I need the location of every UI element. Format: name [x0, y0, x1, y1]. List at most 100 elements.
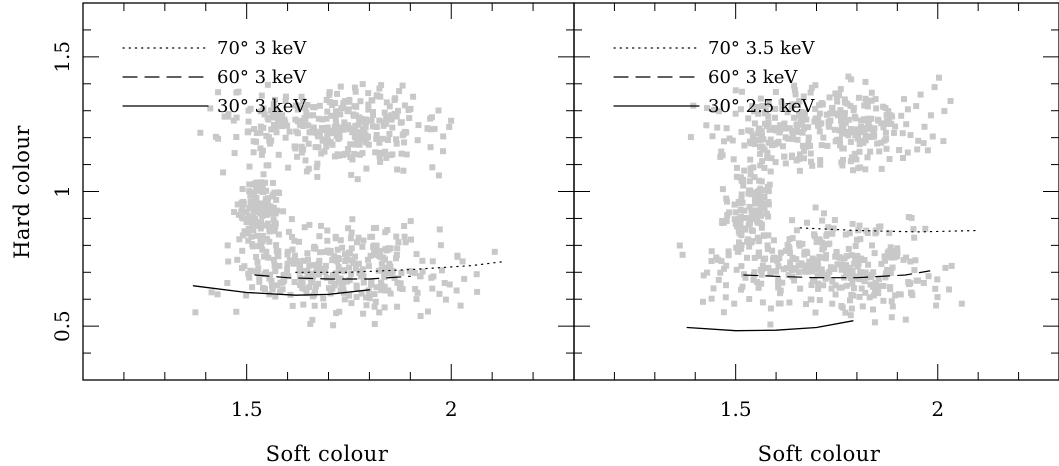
scatter-point [779, 143, 786, 150]
scatter-point [246, 181, 253, 188]
scatter-point [363, 302, 370, 309]
scatter-point [351, 126, 358, 133]
scatter-point [309, 293, 316, 300]
scatter-point [786, 236, 793, 243]
scatter-point [289, 246, 296, 253]
scatter-point [296, 268, 303, 275]
scatter-point [346, 292, 353, 299]
scatter-point [871, 250, 878, 257]
scatter-point [386, 103, 393, 110]
scatter-point [700, 272, 707, 279]
scatter-point [786, 299, 793, 306]
model-curve [799, 227, 979, 233]
scatter-point [257, 225, 264, 232]
scatter-point [265, 162, 272, 169]
scatter-point [816, 128, 823, 135]
scatter-point [887, 244, 894, 251]
scatter-point [313, 164, 320, 171]
scatter-point [400, 167, 407, 174]
scatter-point [304, 250, 311, 257]
scatter-point [345, 146, 351, 152]
scatter-point [315, 129, 322, 136]
scatter-point [802, 109, 808, 116]
scatter-point [276, 262, 283, 269]
scatter-point [748, 239, 755, 246]
scatter-point [748, 207, 755, 214]
scatter-point [878, 139, 885, 146]
scatter-point [831, 126, 838, 133]
scatter-point [897, 291, 904, 298]
scatter-point [799, 129, 806, 136]
scatter-point [315, 261, 322, 268]
scatter-point [474, 288, 481, 295]
scatter-point [753, 279, 760, 285]
scatter-point [310, 112, 317, 119]
scatter-point [717, 153, 724, 160]
scatter-point [901, 96, 907, 103]
scatter-point [767, 305, 774, 312]
scatter-point [921, 123, 928, 130]
scatter-point [886, 284, 893, 291]
scatter-point [364, 133, 371, 140]
scatter-point [224, 280, 231, 286]
scatter-point [377, 149, 384, 156]
scatter-point [756, 137, 763, 143]
scatter-point [847, 126, 854, 132]
scatter-point [251, 209, 258, 215]
scatter-point [250, 138, 257, 145]
scatter-point [391, 97, 398, 103]
scatter-point [762, 120, 768, 127]
scatter-point [348, 300, 355, 307]
scatter-point [264, 220, 271, 227]
scatter-point [759, 299, 766, 306]
scatter-point [808, 84, 815, 91]
scatter-point [207, 105, 214, 112]
x-tick-label: 1.5 [720, 397, 752, 421]
scatter-point [894, 245, 901, 252]
scatter-point [303, 109, 310, 116]
scatter-point [322, 269, 329, 275]
scatter-point [279, 123, 286, 130]
legend-label: 70° 3 keV [217, 38, 307, 59]
scatter-point [822, 275, 829, 282]
scatter-point [742, 214, 749, 221]
scatter-point [239, 202, 246, 209]
scatter-point [751, 269, 758, 276]
scatter-point [215, 135, 222, 142]
scatter-point [324, 108, 331, 115]
scatter-point [448, 117, 455, 124]
scatter-point [841, 96, 848, 103]
scatter-point [933, 302, 940, 309]
scatter-point [875, 276, 882, 283]
scatter-point [335, 152, 342, 159]
scatter-point [322, 126, 329, 133]
scatter-point [854, 252, 861, 259]
scatter-point [411, 270, 418, 276]
legend-label: 60° 3 keV [708, 67, 798, 88]
scatter-point [225, 113, 232, 120]
scatter-point [260, 124, 267, 131]
scatter-point [823, 111, 830, 118]
scatter-point [731, 201, 738, 208]
scatter-point [836, 92, 843, 99]
scatter-point [336, 308, 343, 315]
scatter-point [861, 102, 868, 109]
scatter-point [214, 291, 221, 298]
scatter-point [710, 106, 717, 113]
scatter-point [313, 270, 320, 277]
scatter-point [379, 135, 386, 142]
scatter-point [862, 132, 869, 139]
scatter-point [255, 265, 262, 272]
scatter-point [367, 252, 374, 259]
scatter-point [332, 100, 338, 106]
scatter-point [309, 316, 316, 323]
scatter-point [259, 232, 266, 239]
scatter-point [302, 136, 309, 143]
scatter-point [738, 286, 744, 293]
scatter-point [300, 257, 307, 264]
scatter-point [872, 230, 879, 237]
scatter-point [267, 140, 274, 147]
scatter-point [246, 274, 253, 281]
scatter-point [396, 88, 403, 95]
scatter-point [262, 205, 269, 212]
